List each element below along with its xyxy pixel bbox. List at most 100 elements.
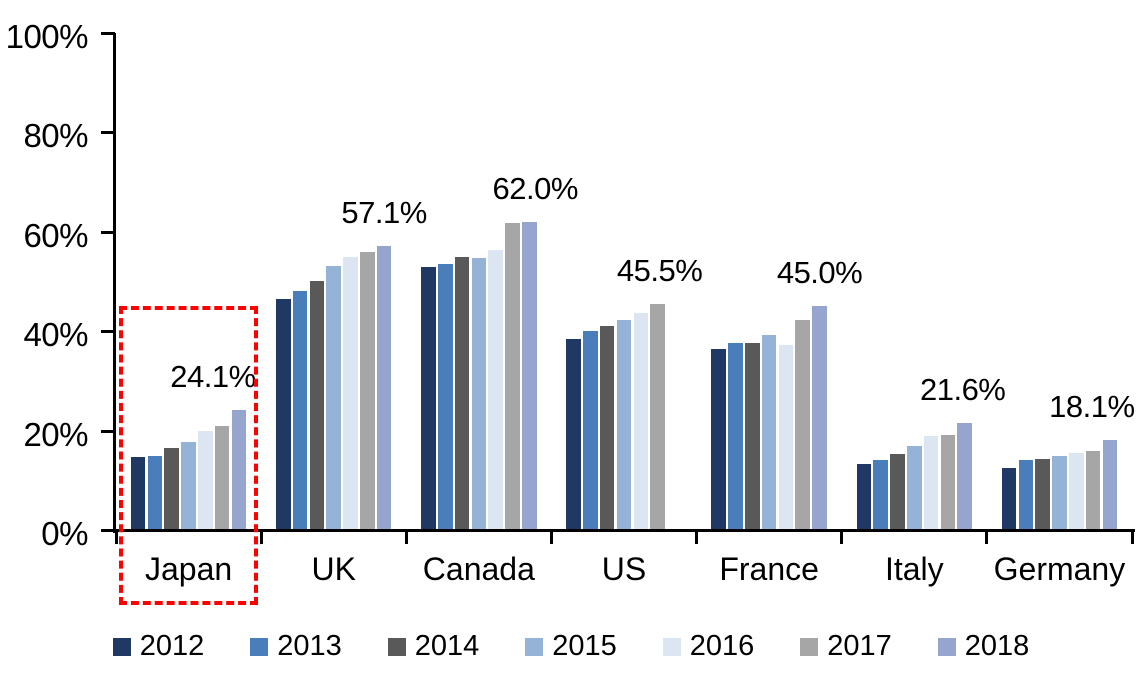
bar-us-2016 <box>633 313 649 530</box>
bar-us-2015 <box>616 319 632 530</box>
x-axis-tick-2 <box>404 530 408 544</box>
x-axis-tick-4 <box>695 530 699 544</box>
x-axis-tick-5 <box>840 530 844 544</box>
bar-france-2014 <box>745 343 760 530</box>
bar-us-2014 <box>599 325 615 530</box>
bar-france-2015 <box>761 335 777 530</box>
bar-italy-2016 <box>923 435 939 530</box>
bar-germany-2017 <box>1085 450 1101 530</box>
legend-swatch-2016 <box>662 637 681 656</box>
legend-label-2017: 2017 <box>827 630 892 662</box>
y-axis-label-0: 0% <box>41 515 88 552</box>
bar-italy-2018 <box>957 422 972 530</box>
x-axis-tick-7 <box>1130 530 1134 544</box>
data-label-france: 45.0% <box>776 255 863 291</box>
bar-germany-2013 <box>1018 459 1034 530</box>
bar-japan-2016 <box>198 430 213 530</box>
bar-uk-2018 <box>376 246 392 530</box>
legend-swatch-2013 <box>250 637 269 656</box>
data-label-us: 45.5% <box>616 252 703 288</box>
category-label-germany: Germany <box>993 551 1126 587</box>
x-axis-tick-6 <box>985 530 989 544</box>
x-axis-line <box>113 529 1135 532</box>
legend-swatch-2018 <box>937 637 956 656</box>
bar-italy-2013 <box>873 459 888 530</box>
bar-france-2012 <box>711 349 727 530</box>
legend-swatch-2017 <box>800 637 819 656</box>
bar-japan-2015 <box>181 441 196 530</box>
x-axis-tick-3 <box>549 530 553 544</box>
bar-canada-2015 <box>471 258 487 530</box>
bar-uk-2016 <box>343 257 358 530</box>
data-label-germany: 18.1% <box>1049 389 1135 425</box>
y-axis-tick-80 <box>101 131 115 135</box>
bar-canada-2016 <box>488 250 503 530</box>
legend-swatch-2012 <box>112 637 131 656</box>
bar-japan-2012 <box>130 457 146 530</box>
legend-item-2017: 2017 <box>800 632 892 661</box>
legend-item-2016: 2016 <box>662 630 755 662</box>
bar-france-2016 <box>778 344 794 530</box>
category-label-canada: Canada <box>422 551 535 587</box>
category-label-france: France <box>719 551 819 587</box>
bar-canada-2017 <box>505 223 520 530</box>
bar-canada-2018 <box>521 221 537 530</box>
data-label-italy: 21.6% <box>919 371 1006 407</box>
bar-canada-2012 <box>421 267 436 530</box>
bar-canada-2013 <box>437 264 453 530</box>
legend-swatch-2014 <box>387 637 406 656</box>
legend-swatch-2015 <box>525 637 544 656</box>
bar-france-2013 <box>728 343 743 530</box>
bar-japan-2017 <box>214 425 230 530</box>
legend-label-2012: 2012 <box>139 630 205 662</box>
category-label-us: US <box>601 551 647 587</box>
x-axis-tick-0 <box>114 530 118 544</box>
bar-italy-2014 <box>890 453 905 530</box>
bar-germany-2018 <box>1102 440 1118 530</box>
x-axis-tick-1 <box>259 530 263 544</box>
bar-uk-2012 <box>276 298 291 530</box>
legend-label-2013: 2013 <box>277 630 342 662</box>
category-label-uk: UK <box>311 551 356 587</box>
bar-japan-2018 <box>231 410 247 530</box>
bar-uk-2014 <box>309 281 325 530</box>
y-axis-label-100: 100% <box>5 18 89 55</box>
bar-uk-2015 <box>326 265 341 530</box>
legend-item-2015: 2015 <box>525 632 617 661</box>
y-axis-tick-60 <box>101 230 115 234</box>
category-label-japan: Japan <box>144 551 233 587</box>
y-axis-line <box>113 33 116 533</box>
legend-item-2012: 2012 <box>112 630 205 662</box>
legend-item-2014: 2014 <box>387 630 480 662</box>
bar-uk-2013 <box>292 291 308 530</box>
bar-germany-2014 <box>1035 458 1050 530</box>
legend-label-2018: 2018 <box>964 630 1030 662</box>
legend-label-2016: 2016 <box>689 630 755 662</box>
bar-italy-2017 <box>940 435 956 530</box>
bar-germany-2015 <box>1052 456 1067 530</box>
y-axis-label-20: 20% <box>23 415 88 453</box>
data-label-canada: 62.0% <box>492 170 579 206</box>
legend-item-2013: 2013 <box>250 632 342 661</box>
bar-us-2017 <box>650 303 665 530</box>
legend-item-2018: 2018 <box>937 630 1030 662</box>
bar-japan-2014 <box>164 448 180 530</box>
legend: 2012 2013 2014 2015 2016 2017 2018 <box>0 632 1142 661</box>
bar-japan-2013 <box>147 456 163 530</box>
bar-germany-2016 <box>1068 453 1084 530</box>
legend-label-2015: 2015 <box>552 630 617 662</box>
y-axis-label-60: 60% <box>23 216 88 254</box>
legend-label-2014: 2014 <box>414 630 480 662</box>
bar-uk-2017 <box>360 252 375 530</box>
bar-canada-2014 <box>454 256 470 530</box>
category-label-italy: Italy <box>884 551 944 587</box>
bar-us-2012 <box>566 339 581 530</box>
bar-france-2018 <box>812 306 827 530</box>
bar-germany-2012 <box>1001 467 1017 530</box>
data-label-japan: 24.1% <box>170 359 256 395</box>
y-axis-tick-40 <box>101 330 115 334</box>
y-axis-tick-0 <box>101 529 115 532</box>
data-label-uk: 57.1% <box>341 195 427 231</box>
y-axis-label-80: 80% <box>23 117 88 155</box>
